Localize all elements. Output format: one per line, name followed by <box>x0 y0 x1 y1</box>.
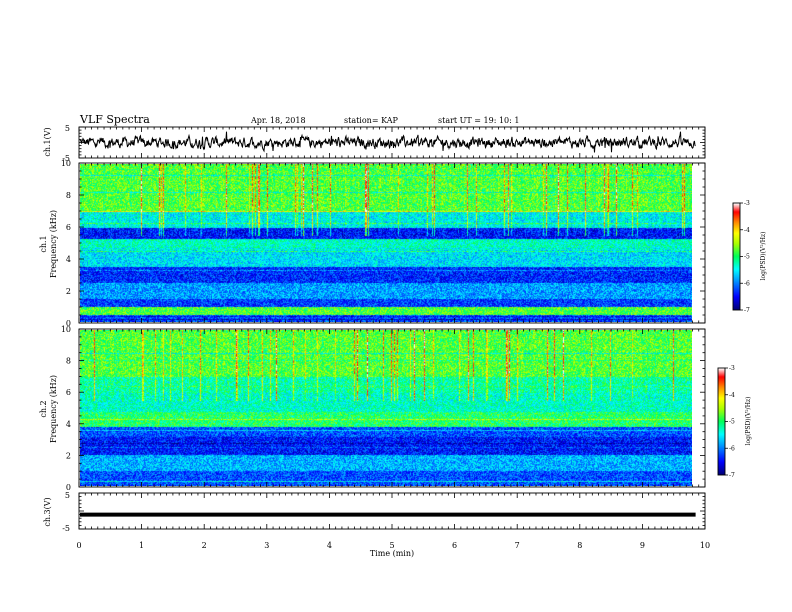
ch1-spectrogram-y-tick-label: 0 <box>66 319 71 328</box>
ch1-spectrogram-y-tick-label: 10 <box>61 159 71 168</box>
ch1-colorbar-label: log(PSD)(V²/Hz) <box>760 232 767 281</box>
ch2-colorbar-tick-label: -6 <box>729 445 735 452</box>
x-tick-label: 10 <box>700 541 710 550</box>
x-tick-label: 8 <box>577 541 582 550</box>
ch2-colorbar-tick-label: -5 <box>729 419 735 426</box>
x-tick-label: 0 <box>76 541 81 550</box>
ch3-waveform-frame <box>78 492 706 530</box>
ch3-ytick-top: 5 <box>65 491 70 500</box>
ch1-colorbar-gradient <box>733 203 740 310</box>
x-tick-label: 1 <box>139 541 144 550</box>
ch1-waveform-panel: 5 -5 ch.1(V) <box>43 124 706 163</box>
ch2-spectrogram-channel-label: ch.2 <box>39 400 48 417</box>
ch1-ytick-top: 5 <box>65 124 70 133</box>
ch2-colorbar-tick-label: -4 <box>729 392 735 399</box>
ch2-colorbar-gradient <box>718 368 725 475</box>
x-tick-label: 3 <box>264 541 269 550</box>
ch2-spectrogram-y-tick-label: 8 <box>66 357 71 366</box>
ch1-spectrogram-panel: 0 2 4 6 8 10 ch.1 Frequency (kHz) <box>39 159 706 328</box>
x-tick-label: 2 <box>202 541 207 550</box>
ch2-colorbar-tick-label: -3 <box>729 365 735 372</box>
ch1-spectrogram-y-tick-label: 4 <box>66 255 71 264</box>
ch1-colorbar-tick-label: -4 <box>744 227 750 234</box>
ch1-spectrogram-y-tick-label: 2 <box>66 287 71 296</box>
ch1-colorbar-tick-label: -7 <box>744 307 750 314</box>
time-axis-label: Time (min) <box>370 549 414 558</box>
ch1-spectrogram-y-tick-label: 6 <box>66 223 71 232</box>
ch1-spectrogram-heatmap <box>80 164 692 322</box>
ch1-spectrogram-ylabel: Frequency (kHz) <box>49 210 58 278</box>
x-tick-label: 4 <box>327 541 332 550</box>
ch2-spectrogram-y-tick-label: 4 <box>66 420 71 429</box>
ch1-colorbar-tick-label: -3 <box>744 200 750 207</box>
x-tick-label: 5 <box>389 541 394 550</box>
ch1-colorbar-tick-label: -6 <box>744 280 750 287</box>
ch2-colorbar-tick-label: -7 <box>729 472 735 479</box>
station-label: station= KAP <box>344 116 399 125</box>
ch2-spectrogram-y-tick-label: 0 <box>66 483 71 492</box>
chart-title: VLF Spectra <box>79 113 150 126</box>
ch2-spectrogram-ylabel: Frequency (kHz) <box>49 375 58 443</box>
date-label: Apr. 18, 2018 <box>250 116 306 125</box>
ch1-spectrogram-channel-label: ch.1 <box>39 235 48 252</box>
ch1-ylabel: ch.1(V) <box>43 127 52 156</box>
ch2-colorbar: -3 -4 -5 -6 -7 log(PSD)(V²/Hz) <box>717 365 752 479</box>
ch2-colorbar-label: log(PSD)(V²/Hz) <box>745 397 752 446</box>
x-tick-label: 6 <box>452 541 457 550</box>
ch1-colorbar-tick-label: -5 <box>744 254 750 261</box>
x-tick-label: 7 <box>515 541 520 550</box>
x-tick-label: 9 <box>640 541 645 550</box>
ch3-ytick-bottom: -5 <box>62 524 70 533</box>
ch2-spectrogram-y-tick-label: 10 <box>61 325 71 334</box>
start-time-label: start UT = 19: 10: 1 <box>438 116 519 125</box>
ch1-spectrogram-y-tick-label: 8 <box>66 191 71 200</box>
ch2-spectrogram-heatmap <box>80 330 692 486</box>
ch2-spectrogram-panel: 0 2 4 6 8 10 ch.2 Frequency (kHz) <box>39 325 706 492</box>
ch1-waveform-line <box>79 131 696 153</box>
ch1-ytick-bottom: -5 <box>62 154 70 163</box>
ch3-ylabel: ch.3(V) <box>43 497 52 526</box>
time-axis: 0 1 2 3 4 5 6 7 8 9 10 <box>76 127 710 550</box>
ch2-spectrogram-y-tick-label: 2 <box>66 451 71 460</box>
ch1-colorbar: -3 -4 -5 -6 -7 log(PSD)(V²/Hz) <box>732 200 767 314</box>
ch3-waveform-panel: 5 -5 ch.3(V) <box>43 491 706 533</box>
ch2-spectrogram-y-tick-label: 6 <box>66 388 71 397</box>
